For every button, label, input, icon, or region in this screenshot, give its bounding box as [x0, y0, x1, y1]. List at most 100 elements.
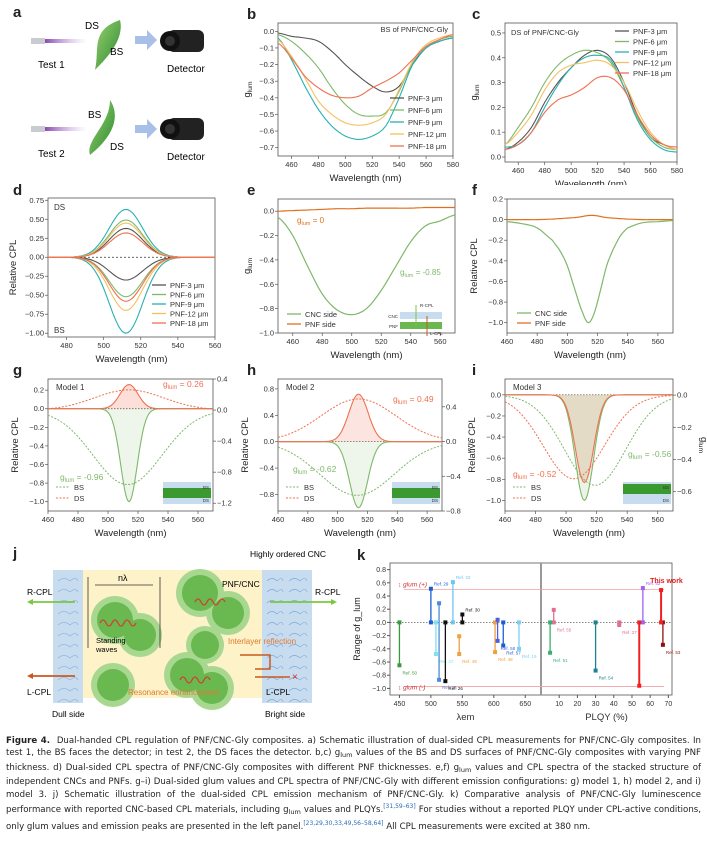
y-tick-label: −0.4	[259, 93, 274, 102]
chart-e: 460 480 500 520 540 560 0.0 −0.2 −0.4 −0.6 −0.8 −1.…	[242, 198, 456, 361]
y-axis-label: glum	[242, 81, 254, 97]
test-1-setup: DS BS Test 1 Detector	[31, 20, 205, 75]
x-tick-label: 560	[652, 337, 665, 346]
blocked-x-icon: ×	[292, 672, 298, 683]
y-tick-label: −1.0	[372, 686, 386, 693]
x-axis-label: Wavelength (nm)	[554, 350, 626, 361]
y-right-tick-label: −0.8	[446, 507, 461, 516]
x-axis-label: Wavelength (nm)	[331, 350, 403, 361]
y-tick-label: 0.00	[29, 253, 44, 262]
helix-mark	[266, 622, 284, 626]
inset-label: DS	[432, 498, 438, 503]
series-line	[277, 214, 456, 316]
y-right-tick-label: −0.4	[217, 437, 232, 446]
x-tick-label: 520	[366, 160, 379, 169]
model-title: Model 1	[56, 383, 85, 392]
citation-ref[interactable]: [31,59–63]	[383, 803, 416, 811]
helix-mark	[266, 611, 284, 615]
ref-label: Ref. 49	[462, 659, 477, 664]
range-marker	[443, 679, 448, 684]
panel-label-f: f	[472, 182, 477, 199]
ds-cpl-line	[278, 393, 442, 443]
x-tick-label: 540	[391, 515, 404, 524]
panel-label-d: d	[13, 182, 23, 199]
plot-frame	[47, 378, 214, 512]
ref-label: Ref. 57	[506, 651, 521, 656]
y-tick-label: 0.4	[264, 411, 274, 420]
helix-mark	[57, 611, 79, 615]
x-tick-label: 520	[375, 337, 388, 346]
range-marker	[493, 620, 498, 625]
x-tick-label: 20	[573, 701, 581, 708]
glum-annotation: glum = -0.62	[293, 464, 337, 476]
legend-label: DS	[304, 494, 314, 503]
series-line	[506, 220, 674, 324]
x-axis-label: Wavelength (nm)	[330, 173, 402, 184]
panel-label-j: j	[13, 545, 18, 562]
x-axis-label: Wavelength (nm)	[555, 179, 627, 185]
pnf-layer	[400, 322, 442, 329]
y-tick-label: 0.0	[264, 27, 274, 36]
arrow-right-icon	[135, 30, 157, 50]
test-label: Test 1	[38, 60, 65, 71]
detector-icon	[160, 30, 204, 52]
y-right-tick-label: 0.0	[217, 406, 227, 415]
legend-label: DS	[74, 494, 84, 503]
y-right-tick-label: 0.0	[677, 391, 687, 400]
range-marker	[501, 620, 506, 625]
x-tick-label: 580	[447, 160, 460, 169]
cnc-label: Highly ordered CNC	[250, 549, 326, 559]
range-marker	[617, 620, 622, 625]
range-marker	[617, 623, 622, 628]
composite-label: PNF/CNC	[222, 579, 260, 589]
series-line	[504, 59, 678, 151]
helix-mark	[57, 655, 79, 659]
x-tick-label: 450	[394, 701, 406, 708]
x-tick-label: 540	[404, 337, 417, 346]
side-label: DS	[110, 142, 124, 153]
inset-label: L-CPL	[430, 331, 443, 336]
x-tick-label: 480	[60, 341, 73, 350]
ref-label: Ref. 53	[666, 650, 681, 655]
y-tick-label: 0.0	[264, 437, 274, 446]
plot-frame	[506, 198, 674, 334]
chart-c: 460 480 500 520 540 560 580 0.0 0.1 0.2 0.3 0.4 0.5 W…	[469, 22, 683, 185]
y-tick-label: −0.6	[29, 460, 44, 469]
chart-b: 460 480 500 520 540 560 580 0.0 −0.1 −0.2 −0.3 −0.4…	[242, 22, 460, 184]
range-marker	[397, 663, 402, 668]
y-tick-label: 0.2	[493, 195, 503, 204]
y-tick-label: −0.6	[486, 454, 501, 463]
helix-mark	[57, 600, 79, 604]
helix-mark	[288, 578, 308, 582]
x-tick-label: 500	[560, 515, 573, 524]
y-tick-label: −0.8	[372, 673, 386, 680]
arrow-head	[331, 599, 337, 605]
range-marker	[516, 646, 521, 651]
citation-ref[interactable]: [23,29,30,33,49,56–58,64]	[303, 820, 384, 828]
y-tick-label: −1.0	[29, 497, 44, 506]
y-tick-label: −0.2	[29, 423, 44, 432]
y-tick-label: −1.0	[259, 329, 274, 338]
x-tick-label: 60	[646, 701, 654, 708]
y-axis-label: Relative CPL	[8, 240, 19, 295]
x-tick-label: 10	[555, 701, 563, 708]
glum-annotation: glum = -0.96	[60, 472, 104, 484]
y-tick-label: −0.8	[29, 479, 44, 488]
x-tick-label: 540	[618, 166, 631, 175]
series-line	[277, 34, 454, 126]
y-right-tick-label: −0.6	[677, 487, 692, 496]
resonance-label: Resonance enhancement	[128, 688, 220, 697]
y-axis-label: Relative CPL	[467, 417, 478, 472]
inset-label: R-CPL	[420, 303, 434, 308]
helix-mark	[266, 589, 284, 593]
x-tick-label: 560	[420, 160, 433, 169]
plot-frame	[277, 198, 456, 334]
bs-series-line	[48, 256, 215, 302]
x-tick-label: 520	[132, 515, 145, 524]
series-line	[277, 34, 454, 99]
bs-glum-line	[47, 413, 214, 486]
helix-mark	[288, 589, 308, 593]
range-marker	[593, 668, 598, 673]
chart-h: 460 480 500 520 540 560 0.8 0.4 0.0 −0.4 −0.8 Wavel…	[240, 378, 470, 539]
bright-side-label: Bright side	[265, 709, 305, 719]
